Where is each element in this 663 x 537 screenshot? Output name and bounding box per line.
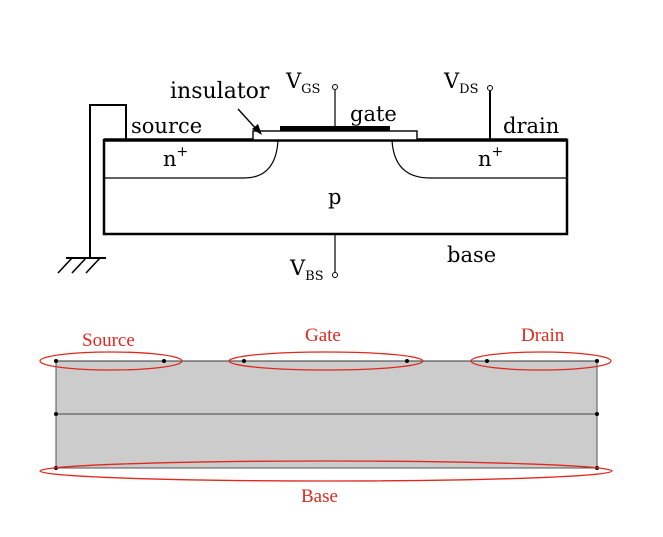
base-terminal	[332, 272, 338, 278]
n-plus-region-left	[104, 139, 279, 179]
base-boundary-highlight	[39, 460, 613, 482]
insulator-arrow-icon	[237, 108, 262, 135]
drain-label: drain	[503, 114, 559, 138]
mesh-diagram: Source Gate Drain Base	[39, 325, 613, 507]
base-label: base	[447, 243, 496, 267]
vbs-label: VBS	[289, 256, 324, 284]
gate-boundary-highlight	[228, 351, 424, 371]
gate-terminal	[332, 84, 338, 90]
ground-wire	[89, 104, 127, 258]
insulator-label: insulator	[170, 79, 270, 104]
n-plus-left-label: n+	[163, 144, 188, 171]
mesh-drain-label: Drain	[521, 325, 565, 346]
mesh-base-label: Base	[301, 486, 338, 507]
n-plus-region-right	[391, 139, 567, 179]
gate-label: gate	[350, 102, 397, 126]
source-boundary-highlight	[39, 351, 183, 371]
gate-insulator	[252, 130, 418, 141]
vgs-label: VGS	[285, 69, 320, 97]
substrate-body	[102, 138, 569, 236]
source-label: source	[131, 114, 202, 138]
n-plus-right-label: n+	[478, 144, 503, 171]
mesh-gate-label: Gate	[305, 325, 341, 346]
drain-boundary-highlight	[470, 351, 612, 371]
drain-terminal	[487, 85, 493, 91]
gate-electrode	[280, 126, 390, 131]
mesh-source-label: Source	[82, 330, 135, 351]
vds-label: VDS	[443, 69, 479, 97]
mosfet-diagram: insulator gate source drain base p n+ n+…	[57, 69, 569, 284]
ground-icon	[57, 257, 106, 274]
substrate-label: p	[328, 185, 341, 209]
